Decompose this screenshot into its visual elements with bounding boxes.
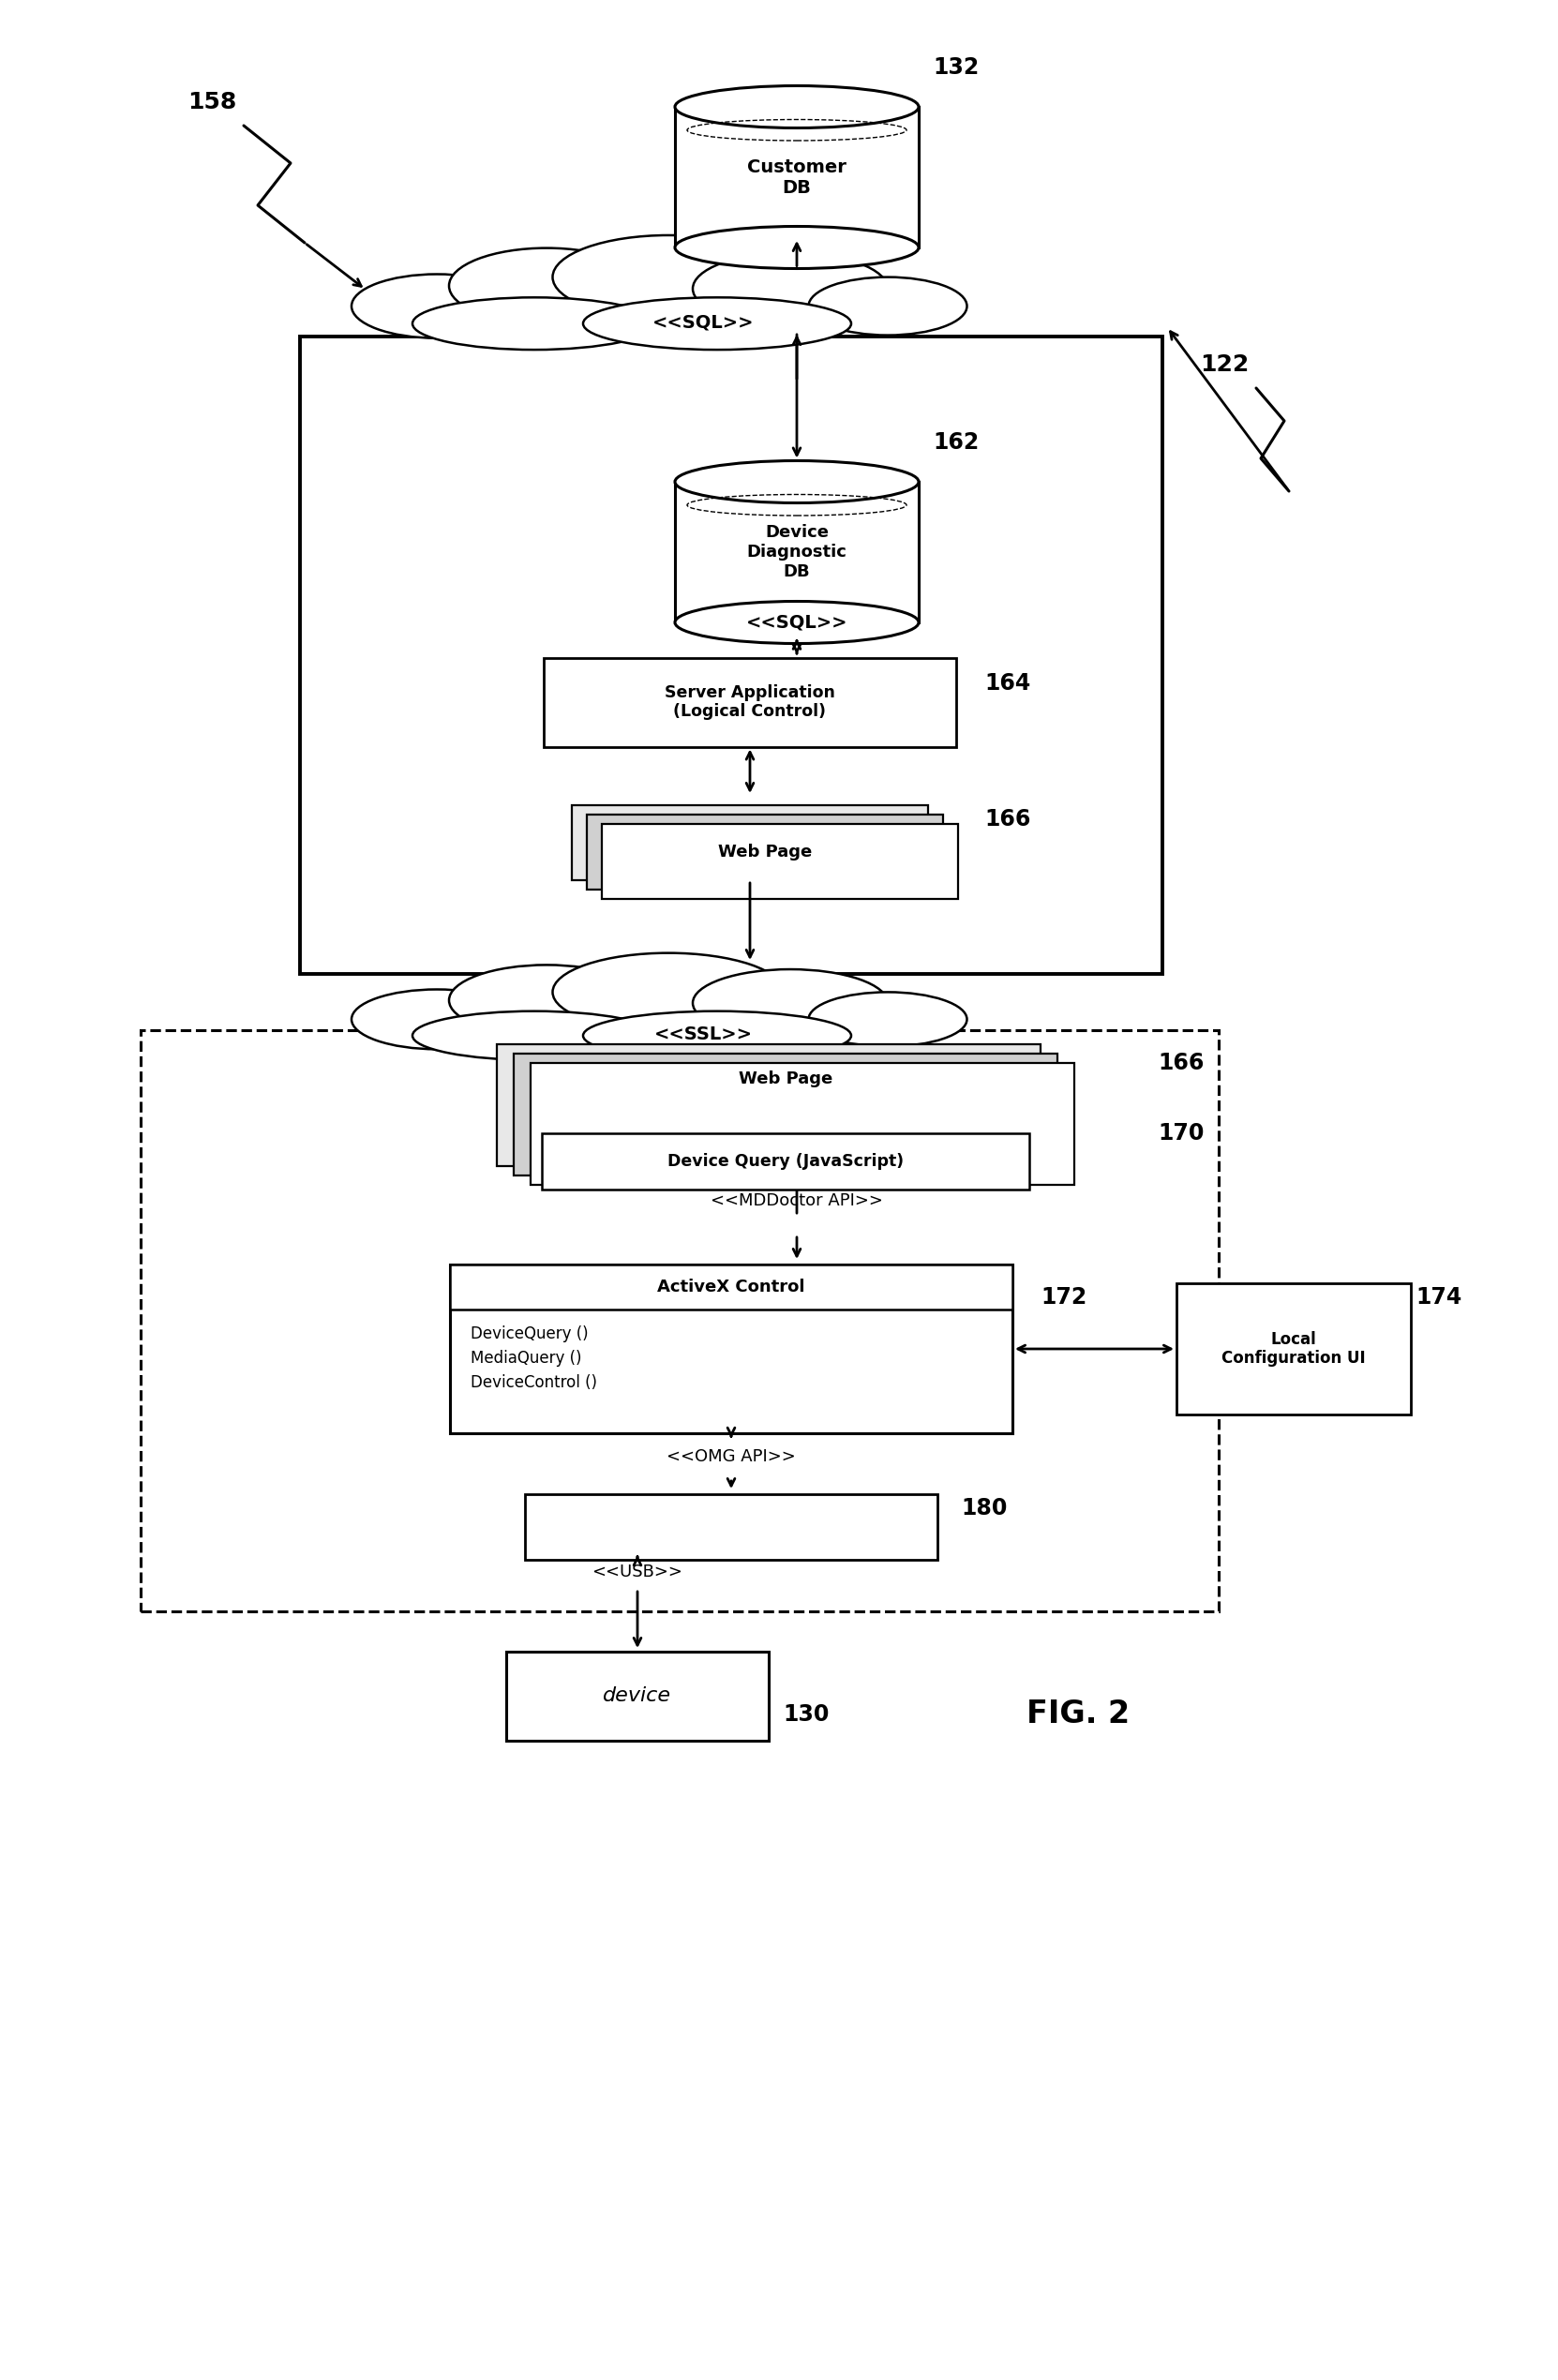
Text: Web Page: Web Page: [738, 1071, 832, 1088]
Bar: [450, 1264, 1013, 1433]
Bar: [497, 1045, 1041, 1166]
Ellipse shape: [413, 1012, 656, 1059]
Bar: [301, 336, 1162, 973]
Bar: [450, 1264, 1013, 1309]
Bar: [675, 107, 919, 248]
Bar: [514, 1054, 1058, 1176]
Text: 130: 130: [782, 1704, 829, 1726]
Text: 180: 180: [961, 1497, 1006, 1518]
Ellipse shape: [553, 952, 784, 1031]
Text: Customer
DB: Customer DB: [748, 157, 846, 198]
Text: 166: 166: [985, 809, 1030, 831]
Bar: [1176, 1283, 1412, 1414]
Text: <<MDDoctor API>>: <<MDDoctor API>>: [710, 1192, 883, 1209]
Ellipse shape: [352, 990, 522, 1050]
Text: DeviceQuery ()
MediaQuery ()
DeviceControl (): DeviceQuery () MediaQuery () DeviceContr…: [471, 1326, 597, 1392]
Bar: [140, 1031, 1218, 1611]
Ellipse shape: [449, 248, 643, 324]
Text: 158: 158: [187, 90, 237, 114]
Text: Device
Diagnostic
DB: Device Diagnostic DB: [746, 524, 848, 581]
Text: 162: 162: [933, 431, 978, 455]
Bar: [542, 1133, 1030, 1190]
Text: 174: 174: [1416, 1285, 1461, 1309]
Text: 166: 166: [1158, 1052, 1204, 1073]
Bar: [544, 657, 957, 747]
Text: <<SQL>>: <<SQL>>: [746, 614, 848, 631]
Ellipse shape: [583, 298, 851, 350]
Text: 170: 170: [1158, 1121, 1204, 1145]
Text: 164: 164: [985, 671, 1030, 695]
Text: <<SQL>>: <<SQL>>: [653, 314, 754, 331]
Bar: [601, 823, 958, 900]
Text: Local
Configuration UI: Local Configuration UI: [1221, 1330, 1366, 1366]
Text: Server Application
(Logical Control): Server Application (Logical Control): [665, 683, 835, 721]
Text: Device Query (JavaScript): Device Query (JavaScript): [667, 1152, 904, 1171]
Text: 122: 122: [1200, 352, 1250, 376]
Bar: [506, 1652, 768, 1740]
Bar: [525, 1495, 938, 1559]
Ellipse shape: [553, 236, 784, 319]
Text: device: device: [603, 1687, 671, 1704]
Ellipse shape: [449, 964, 643, 1035]
Bar: [531, 1064, 1075, 1185]
Text: Web Page: Web Page: [718, 843, 812, 862]
Bar: [675, 481, 919, 624]
Ellipse shape: [809, 276, 968, 336]
Text: <<OMG API>>: <<OMG API>>: [667, 1449, 796, 1466]
Ellipse shape: [675, 602, 919, 643]
Ellipse shape: [675, 86, 919, 129]
Text: 172: 172: [1041, 1285, 1087, 1309]
Text: <<SSL>>: <<SSL>>: [654, 1026, 753, 1045]
Bar: [572, 804, 929, 881]
Ellipse shape: [675, 226, 919, 269]
Text: ActiveX Control: ActiveX Control: [657, 1278, 805, 1295]
Ellipse shape: [583, 1012, 851, 1059]
Ellipse shape: [352, 274, 522, 338]
Text: FIG. 2: FIG. 2: [1027, 1699, 1130, 1730]
Ellipse shape: [693, 252, 888, 324]
Ellipse shape: [809, 992, 968, 1047]
Ellipse shape: [675, 462, 919, 502]
Text: <<USB>>: <<USB>>: [592, 1564, 682, 1580]
Ellipse shape: [413, 298, 656, 350]
Bar: [587, 814, 943, 890]
Ellipse shape: [693, 969, 888, 1038]
Text: 132: 132: [933, 57, 978, 79]
